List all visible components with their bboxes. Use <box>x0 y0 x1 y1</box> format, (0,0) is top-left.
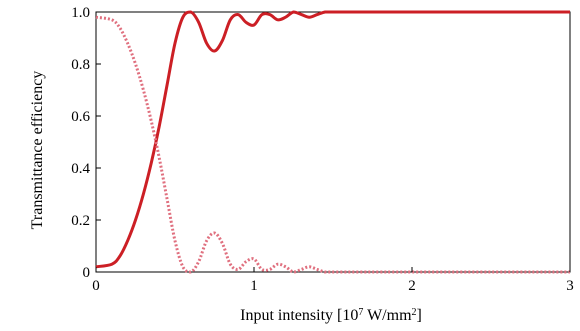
y-tick-label: 0.2 <box>71 213 90 229</box>
x-axis-label-sup2: 2 <box>412 307 417 318</box>
series-layer <box>95 10 570 274</box>
y-tick-label: 1.0 <box>71 5 90 21</box>
ticks-layer: 0 1 2 3 0 0.2 0.4 0.6 0.8 1.0 <box>71 5 574 294</box>
x-axis-label: Input intensity [107 W/mm2] <box>240 307 422 325</box>
series-line-dotted <box>95 15 570 274</box>
y-tick-label: 0.4 <box>71 161 90 177</box>
y-tick-label: 0 <box>83 265 91 281</box>
x-axis-label-part2: W/mm <box>363 307 412 324</box>
y-axis-label: Transmittance efficiency <box>29 71 46 230</box>
y-tick-label: 0.6 <box>71 109 90 125</box>
y-tick-label: 0.8 <box>71 57 90 73</box>
x-axis-label-sup1: 7 <box>358 307 363 318</box>
x-tick-label: 0 <box>92 278 100 294</box>
x-tick-label: 2 <box>408 278 416 294</box>
x-axis-label-part1: Input intensity [10 <box>240 307 358 324</box>
plot-area <box>95 11 571 273</box>
x-axis-label-part3: ] <box>417 307 422 324</box>
x-tick-label: 1 <box>250 278 258 294</box>
plot-frame <box>95 11 571 273</box>
series-line-solid <box>95 10 570 269</box>
x-tick-label: 3 <box>566 278 574 294</box>
